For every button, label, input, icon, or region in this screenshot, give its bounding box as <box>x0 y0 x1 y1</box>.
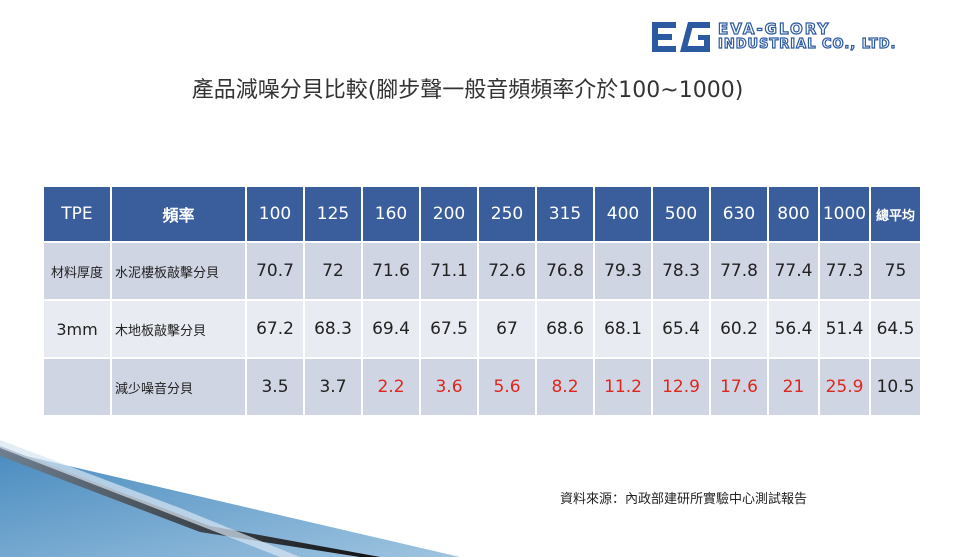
header-freq-100: 100 <box>245 185 305 243</box>
header-freq-400: 400 <box>593 185 653 243</box>
header-frequency: 頻率 <box>110 185 247 243</box>
table-cell: 77.3 <box>818 241 871 301</box>
table-cell: 56.4 <box>767 299 820 359</box>
table-cell: 69.4 <box>361 299 421 359</box>
table-cell-highlight: 8.2 <box>535 357 595 417</box>
header-freq-500: 500 <box>651 185 711 243</box>
decorative-swoosh <box>0 440 460 557</box>
row-head: 材料厚度 <box>42 241 112 301</box>
table-cell-highlight: 11.2 <box>593 357 653 417</box>
table-cell: 67.5 <box>419 299 479 359</box>
table-row-concrete: 材料厚度 水泥樓板敲擊分貝 70.7 72 71.6 71.1 72.6 76.… <box>42 241 922 301</box>
table-cell: 67 <box>477 299 537 359</box>
company-logo: EVA-GLORY INDUSTRIAL CO., LTD. <box>652 19 937 56</box>
row-label: 水泥樓板敲擊分貝 <box>110 241 247 301</box>
table-cell: 71.1 <box>419 241 479 301</box>
table-header-row: TPE 頻率 100 125 160 200 250 315 400 500 6… <box>42 185 922 243</box>
table-cell: 77.4 <box>767 241 820 301</box>
page-title: 產品減噪分貝比較(腳步聲一般音頻頻率介於100~1000) <box>191 78 744 103</box>
table-cell: 70.7 <box>245 241 305 301</box>
table-cell: 76.8 <box>535 241 595 301</box>
table-cell: 67.2 <box>245 299 305 359</box>
table-cell: 51.4 <box>818 299 871 359</box>
table-cell-highlight: 25.9 <box>818 357 871 417</box>
table-cell: 68.6 <box>535 299 595 359</box>
table-row-wood: 3mm 木地板敲擊分貝 67.2 68.3 69.4 67.5 67 68.6 … <box>42 299 922 359</box>
header-freq-200: 200 <box>419 185 479 243</box>
header-freq-630: 630 <box>709 185 769 243</box>
header-average: 總平均 <box>869 185 922 243</box>
table-cell: 3.5 <box>245 357 305 417</box>
source-note: 資料來源：內政部建研所實驗中心測試報告 <box>560 492 808 507</box>
table-cell: 71.6 <box>361 241 421 301</box>
table-cell-highlight: 5.6 <box>477 357 537 417</box>
noise-reduction-table: TPE 頻率 100 125 160 200 250 315 400 500 6… <box>42 185 922 417</box>
table-cell: 79.3 <box>593 241 653 301</box>
table-cell: 72.6 <box>477 241 537 301</box>
table-cell: 60.2 <box>709 299 769 359</box>
logo-name: EVA-GLORY <box>717 19 831 38</box>
row-head: 3mm <box>42 299 112 359</box>
table-cell: 65.4 <box>651 299 711 359</box>
header-freq-125: 125 <box>303 185 363 243</box>
header-freq-1000: 1000 <box>818 185 871 243</box>
header-freq-250: 250 <box>477 185 537 243</box>
table-cell: 78.3 <box>651 241 711 301</box>
table-cell: 77.8 <box>709 241 769 301</box>
table-cell-average: 64.5 <box>869 299 922 359</box>
table-cell: 68.1 <box>593 299 653 359</box>
header-freq-315: 315 <box>535 185 595 243</box>
table-cell-average: 75 <box>869 241 922 301</box>
table-cell-average: 10.5 <box>869 357 922 417</box>
table-cell-highlight: 3.6 <box>419 357 479 417</box>
table-cell-highlight: 17.6 <box>709 357 769 417</box>
table-cell-highlight: 2.2 <box>361 357 421 417</box>
row-head <box>42 357 112 417</box>
header-material: TPE <box>42 185 112 243</box>
row-label: 減少噪音分貝 <box>110 357 247 417</box>
row-label: 木地板敲擊分貝 <box>110 299 247 359</box>
header-freq-160: 160 <box>361 185 421 243</box>
eg-logo-icon <box>652 22 710 52</box>
table-cell: 3.7 <box>303 357 363 417</box>
table-cell: 72 <box>303 241 363 301</box>
table-cell: 68.3 <box>303 299 363 359</box>
header-freq-800: 800 <box>767 185 820 243</box>
table-row-reduction: 減少噪音分貝 3.5 3.7 2.2 3.6 5.6 8.2 11.2 12.9… <box>42 357 922 417</box>
table-cell-highlight: 12.9 <box>651 357 711 417</box>
table-cell-highlight: 21 <box>767 357 820 417</box>
logo-subtitle: INDUSTRIAL CO., LTD. <box>717 36 897 52</box>
